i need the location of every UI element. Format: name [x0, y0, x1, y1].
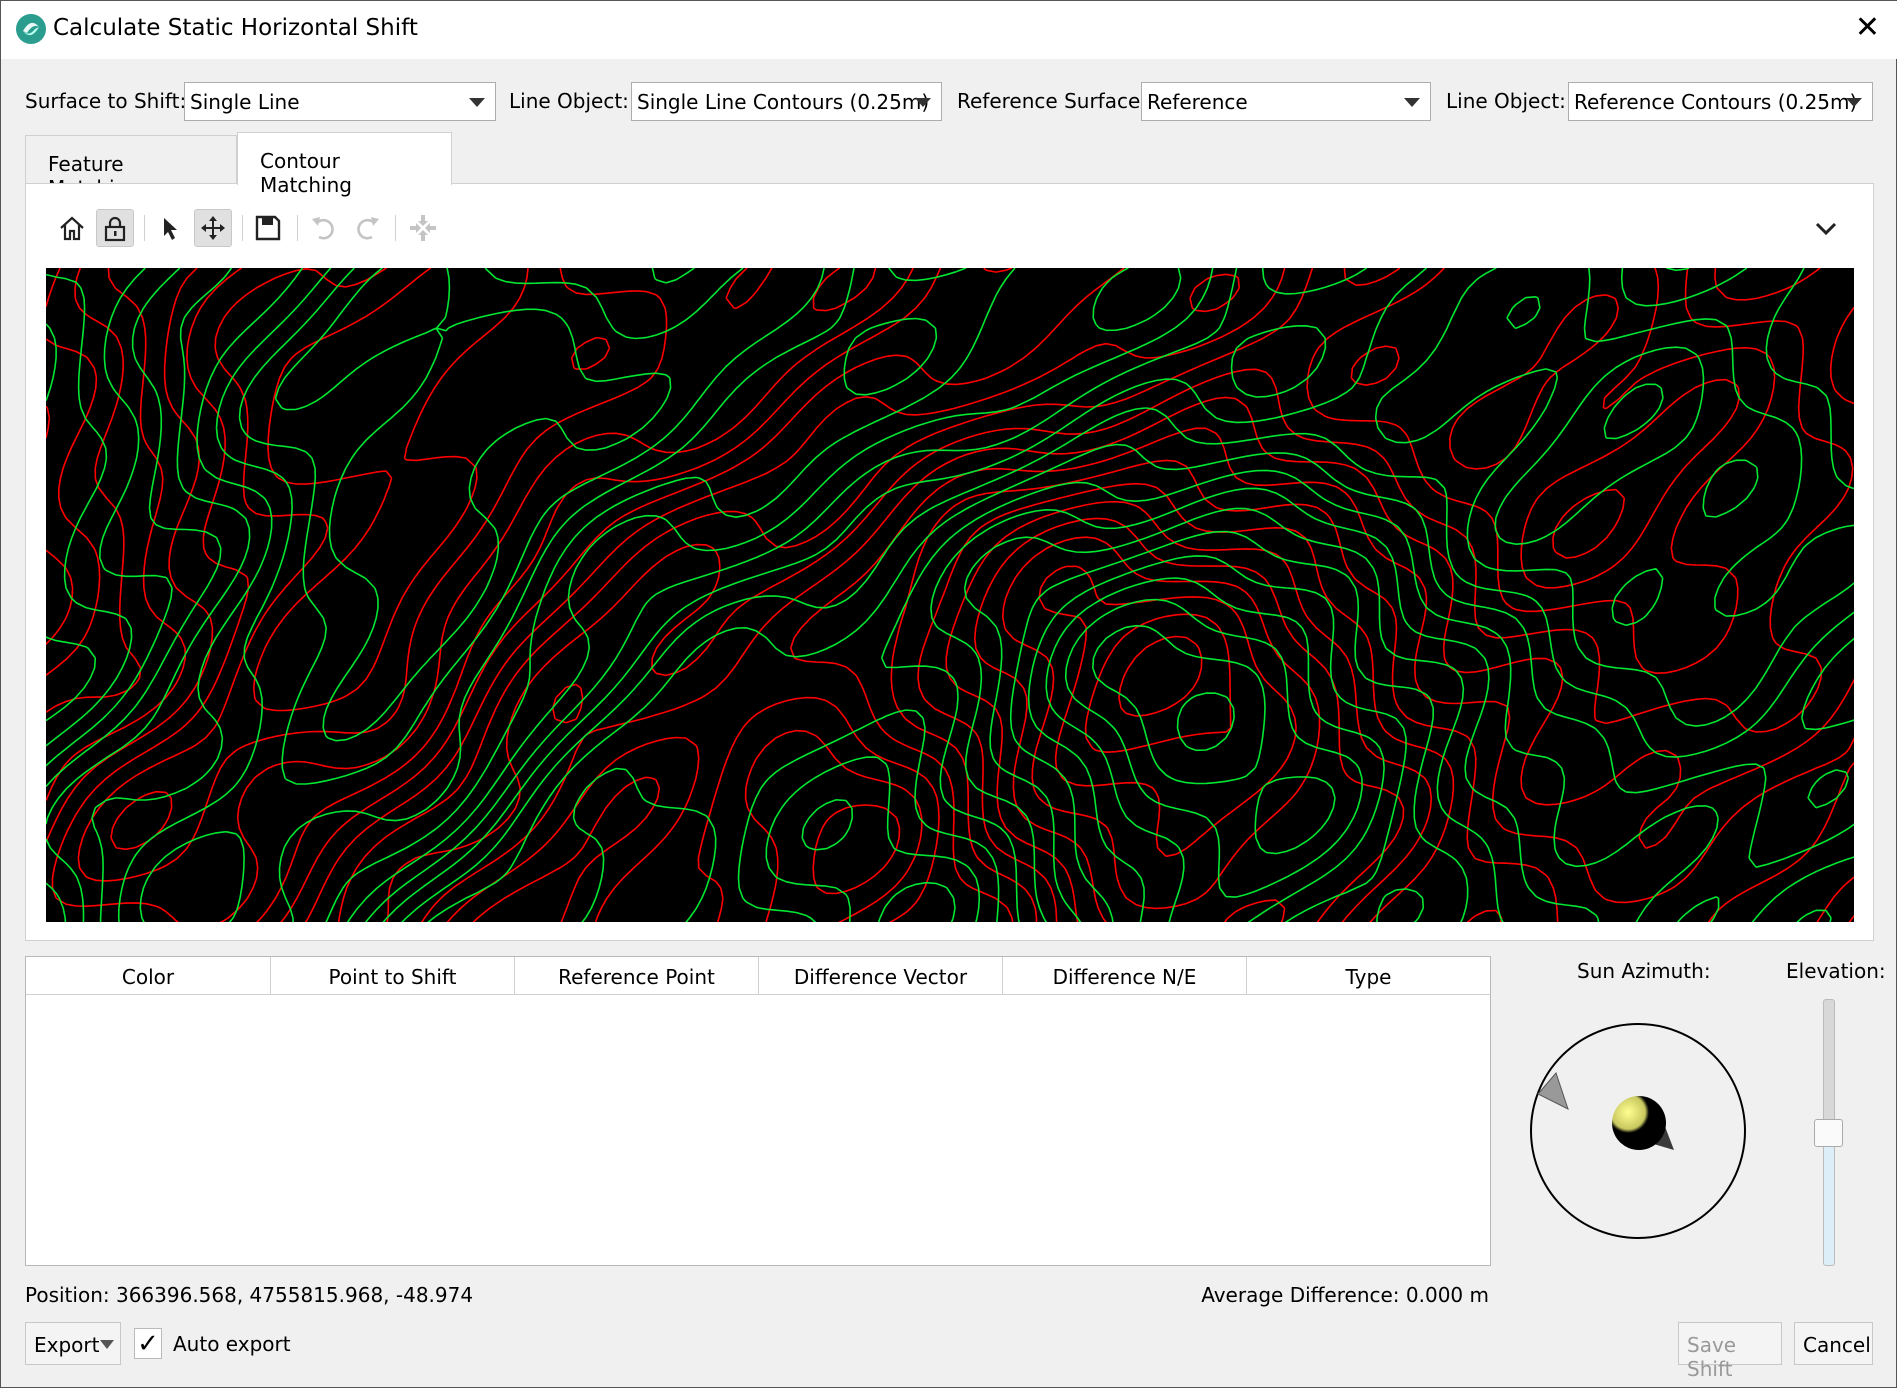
chevron-down-icon — [1846, 98, 1862, 107]
title-bar: Calculate Static Horizontal Shift ✕ — [1, 1, 1897, 59]
toolbar-divider — [144, 215, 145, 241]
shift-contours — [46, 268, 1854, 922]
sun-azimuth-dial[interactable] — [1521, 1011, 1761, 1251]
chevron-down-icon — [100, 1340, 114, 1349]
average-difference: Average Difference: 0.000 m — [1201, 1283, 1489, 1307]
select-arrow-icon[interactable] — [151, 209, 189, 247]
column-header-difference-vector[interactable]: Difference Vector — [759, 957, 1003, 995]
redo-icon — [348, 209, 386, 247]
sun-icon — [1612, 1096, 1666, 1150]
line-object-value: Single Line Contours (0.25m) — [637, 90, 930, 114]
column-header-color[interactable]: Color — [26, 957, 271, 995]
surface-value: Single Line — [190, 90, 300, 114]
export-button[interactable]: Export — [25, 1322, 121, 1365]
auto-export-label[interactable]: Auto export — [173, 1332, 291, 1356]
azimuth-handle-icon[interactable] — [1537, 1072, 1569, 1110]
surface-to-shift-label: Surface to Shift: — [25, 89, 187, 113]
chevron-down-icon — [915, 98, 931, 107]
close-icon[interactable]: ✕ — [1854, 10, 1880, 45]
line-object-label: Line Object: — [509, 89, 629, 113]
column-header-difference-ne[interactable]: Difference N/E — [1003, 957, 1247, 995]
position-readout: Position: 366396.568, 4755815.968, -48.9… — [25, 1283, 474, 1307]
tab-contour-matching[interactable]: Contour Matching — [237, 132, 452, 197]
reference-value: Reference — [1147, 90, 1248, 114]
save-shift-button[interactable]: Save Shift — [1678, 1322, 1782, 1381]
ref-line-object-value: Reference Contours (0.25m) — [1574, 90, 1858, 114]
undo-icon — [305, 209, 343, 247]
export-label: Export — [34, 1333, 100, 1357]
toolbar-divider — [242, 215, 243, 241]
auto-export-checkbox[interactable]: ✓ — [134, 1328, 162, 1359]
contour-map-view[interactable] — [46, 268, 1854, 922]
cancel-button[interactable]: Cancel — [1794, 1322, 1873, 1365]
fit-extents-icon — [404, 209, 442, 247]
ref-line-object-dropdown[interactable]: Reference Contours (0.25m) — [1568, 82, 1873, 121]
reference-surface-label: Reference Surface: — [957, 89, 1147, 113]
reference-contours — [46, 268, 1854, 922]
tab-feature-matching[interactable]: Feature Matching — [25, 135, 237, 200]
column-header-type[interactable]: Type — [1247, 957, 1490, 995]
ref-line-object-label: Line Object: — [1446, 89, 1566, 113]
home-icon[interactable] — [53, 209, 91, 247]
elevation-label: Elevation: — [1786, 959, 1886, 983]
lock-icon[interactable] — [96, 209, 134, 247]
column-header-point-to-shift[interactable]: Point to Shift — [271, 957, 515, 995]
toolbar-divider — [395, 215, 396, 241]
pan-icon[interactable] — [194, 209, 232, 247]
chevron-down-icon — [469, 98, 485, 107]
line-object-dropdown[interactable]: Single Line Contours (0.25m) — [631, 82, 942, 121]
window-title: Calculate Static Horizontal Shift — [53, 15, 418, 41]
elevation-slider-handle[interactable] — [1814, 1119, 1843, 1147]
sun-azimuth-label: Sun Azimuth: — [1577, 959, 1711, 983]
toolbar-divider — [297, 215, 298, 241]
column-header-reference-point[interactable]: Reference Point — [515, 957, 759, 995]
surface-to-shift-dropdown[interactable]: Single Line — [184, 82, 496, 121]
app-logo-icon — [16, 14, 46, 44]
save-icon[interactable] — [249, 209, 287, 247]
match-points-table: Color Point to Shift Reference Point Dif… — [25, 956, 1491, 1266]
chevron-down-icon[interactable] — [1813, 217, 1839, 244]
chevron-down-icon — [1404, 98, 1420, 107]
reference-surface-dropdown[interactable]: Reference — [1141, 82, 1431, 121]
